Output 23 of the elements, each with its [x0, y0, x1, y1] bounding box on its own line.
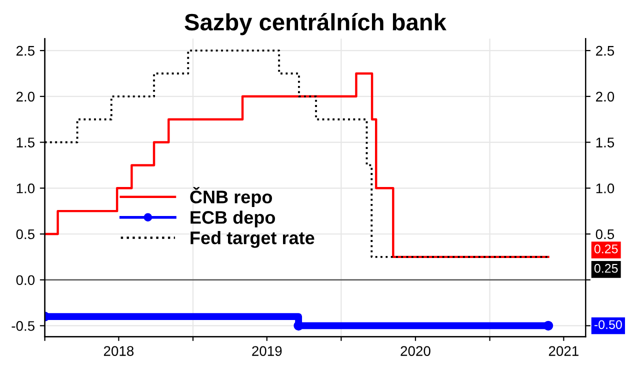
y2-tick-label: 2.0 [596, 92, 614, 102]
chart-title: Sazby centrálních bank [184, 12, 446, 36]
x-tick-label: 2019 [252, 346, 282, 356]
x-tick-label: 2021 [548, 346, 578, 356]
y2-tick-label: 2.5 [596, 46, 614, 56]
y-tick-label: 0.0 [16, 275, 35, 286]
y-tick-label: 2.0 [16, 92, 35, 102]
y-tick-label: 0.5 [16, 229, 34, 240]
text: 0.25 [594, 264, 618, 273]
legend-label: ECB depo [190, 210, 276, 228]
y2-tick-label: 1.5 [596, 138, 614, 148]
y-tick-label: 2.5 [16, 46, 34, 56]
y2-tick-label: 0.5 [596, 229, 614, 240]
y-tick-label: 1.5 [16, 138, 34, 148]
legend-label: ČNB repo [190, 187, 272, 207]
text: 0.25 [594, 244, 618, 254]
y-tick-label: -0.5 [12, 321, 34, 331]
x-tick-label: 2020 [400, 346, 430, 356]
x-tick-label: 2018 [104, 346, 134, 356]
y-tick-label: 1.0 [16, 183, 35, 194]
y2-tick-label: 1.0 [596, 183, 614, 194]
legend-label: Fed target rate [190, 231, 314, 248]
text: -0.50 [594, 320, 622, 330]
